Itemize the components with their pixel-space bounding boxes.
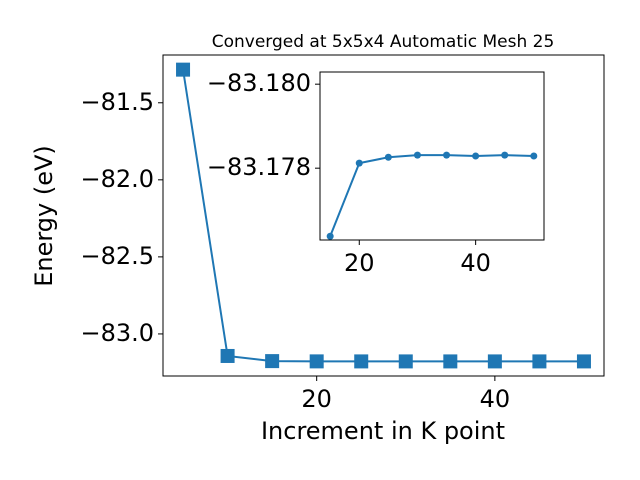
marker <box>530 152 538 160</box>
marker <box>176 62 191 77</box>
y-tick-label: −82.5 <box>80 242 154 270</box>
marker <box>384 153 392 161</box>
marker <box>487 354 502 369</box>
y-tick-label: −83.178 <box>207 153 311 181</box>
axes-frame <box>162 54 605 377</box>
marker <box>265 354 280 369</box>
y-tick-label: −83.0 <box>80 319 154 347</box>
line <box>182 69 584 363</box>
x-tick-label: 40 <box>460 249 491 277</box>
marker <box>532 354 547 369</box>
x-tick-label: 20 <box>344 249 375 277</box>
marker <box>354 354 369 369</box>
marker <box>443 354 458 369</box>
marker <box>355 159 363 167</box>
line <box>329 154 534 237</box>
marker <box>220 348 235 363</box>
axes-frame <box>319 71 545 241</box>
marker <box>398 354 413 369</box>
x-tick-label: 20 <box>301 385 332 413</box>
marker <box>326 232 334 240</box>
y-axis-label: Energy (eV) <box>30 145 58 287</box>
marker <box>443 151 451 159</box>
marker <box>501 151 509 159</box>
x-axis-label: Increment in K point <box>261 417 505 445</box>
marker <box>413 151 421 159</box>
marker <box>472 152 480 160</box>
y-tick-label: −83.180 <box>207 69 311 97</box>
x-tick-label: 40 <box>480 385 511 413</box>
y-tick-label: −82.0 <box>80 165 154 193</box>
y-tick-label: −81.5 <box>80 88 154 116</box>
marker <box>309 354 324 369</box>
marker <box>576 354 591 369</box>
chart-title: Converged at 5x5x4 Automatic Mesh 25 <box>212 32 555 52</box>
